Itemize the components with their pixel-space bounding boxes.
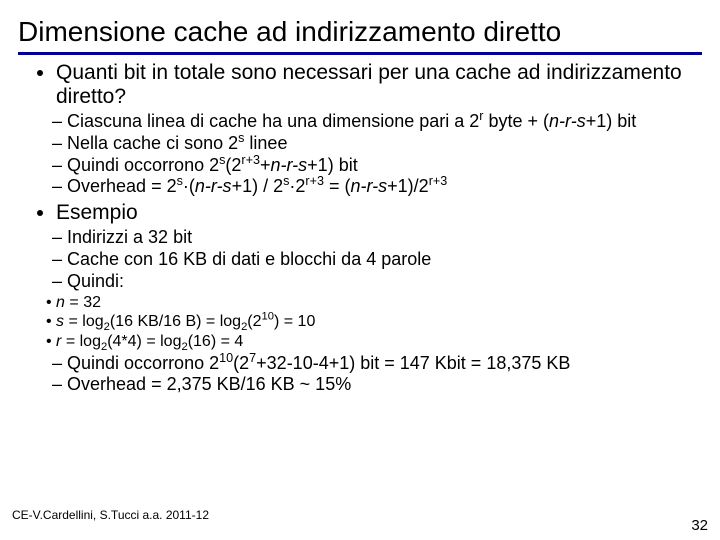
calc-n: n = 32 [46,293,702,312]
ex-quindi: Quindi: [52,271,702,292]
ex-total: Quindi occorrono 210(27+32-10-4+1) bit =… [52,353,702,374]
sublist-3: n = 32 s = log2(16 KB/16 B) = log2(210) … [18,293,702,351]
page-number: 32 [691,517,708,534]
calc-r: r = log2(4*4) = log2(16) = 4 [46,332,702,351]
content-list: Quanti bit in totale sono necessari per … [18,61,702,109]
line-overhead: Overhead = 2s·(n-r-s+1) / 2s·2r+3 = (n-r… [52,176,702,197]
example-heading: Esempio [18,201,702,225]
sublist-1: Ciascuna linea di cache ha una dimension… [18,111,702,197]
sublist-4: Quindi occorrono 210(27+32-10-4+1) bit =… [18,353,702,395]
ex-addr: Indirizzi a 32 bit [52,227,702,248]
slide-title: Dimensione cache ad indirizzamento diret… [18,10,702,55]
footer-credits: CE-V.Cardellini, S.Tucci a.a. 2011-12 [12,508,209,522]
line-count: Nella cache ci sono 2s linee [52,133,702,154]
slide: Dimensione cache ad indirizzamento diret… [0,0,720,540]
ex-overhead: Overhead = 2,375 KB/16 KB ~ 15% [52,374,702,395]
calc-s: s = log2(16 KB/16 B) = log2(210) = 10 [46,312,702,331]
line-dim: Ciascuna linea di cache ha una dimension… [52,111,702,132]
ex-cache: Cache con 16 KB di dati e blocchi da 4 p… [52,249,702,270]
sublist-2: Indirizzi a 32 bit Cache con 16 KB di da… [18,227,702,291]
bullet-example: Esempio [56,201,702,225]
line-total: Quindi occorrono 2s(2r+3+n-r-s+1) bit [52,155,702,176]
bullet-question: Quanti bit in totale sono necessari per … [56,61,702,109]
